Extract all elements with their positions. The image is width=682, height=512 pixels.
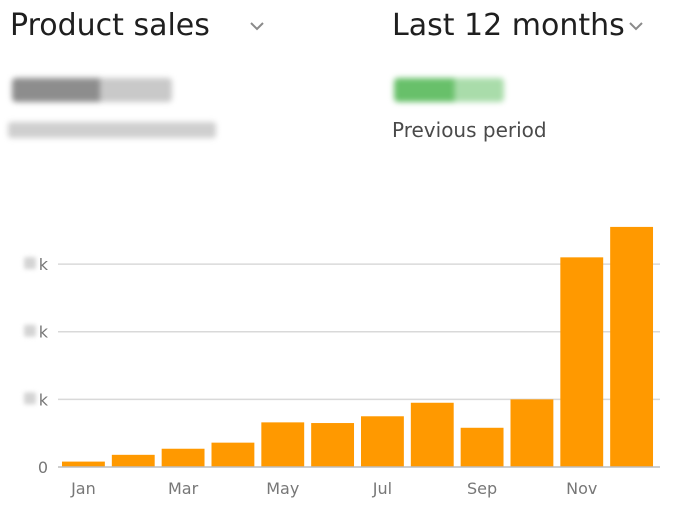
chevron-down-icon[interactable] — [625, 15, 647, 37]
change-value-redacted — [394, 78, 504, 102]
bar-sep — [460, 427, 504, 467]
previous-period-label: Previous period — [392, 118, 547, 142]
chart-header: Product sales Last 12 months — [0, 0, 682, 60]
x-tick-label: May — [266, 479, 299, 498]
bar-jul — [361, 416, 404, 467]
bar-jan — [62, 461, 105, 467]
period-title: Last 12 months — [392, 8, 625, 43]
x-tick-label: Nov — [566, 479, 597, 498]
y-tick-redacted — [24, 257, 36, 270]
chevron-down-icon[interactable] — [246, 15, 268, 37]
y-tick-suffix: k — [39, 323, 49, 342]
x-tick-label: Jul — [372, 479, 392, 498]
chart-canvas: 0 k k k Jan Mar May Jul Sep Nov — [24, 226, 660, 498]
y-tick-redacted — [24, 324, 36, 337]
x-tick-label: Mar — [168, 479, 199, 498]
sales-bar-chart: 0 k k k Jan Mar May Jul Sep Nov — [0, 180, 682, 512]
bar-mar — [161, 448, 205, 467]
x-tick-label: Jan — [70, 479, 96, 498]
bar-nov — [560, 257, 604, 467]
bar-feb — [111, 454, 155, 467]
total-sales-redacted — [12, 78, 172, 102]
x-tick-label: Sep — [467, 479, 497, 498]
y-tick-label: 0 — [38, 458, 48, 477]
bar-oct — [510, 399, 554, 467]
y-tick-redacted — [24, 392, 36, 405]
y-tick-suffix: k — [39, 255, 49, 274]
y-tick-suffix: k — [39, 390, 49, 409]
bar-jun — [311, 423, 355, 467]
bar-apr — [211, 442, 255, 467]
date-range-redacted — [8, 122, 216, 138]
bar-aug — [410, 402, 454, 467]
metric-selector[interactable]: Product sales — [10, 8, 268, 43]
metric-title: Product sales — [10, 8, 210, 43]
period-selector[interactable]: Last 12 months — [392, 8, 647, 43]
bar-dec — [610, 226, 654, 467]
bar-may — [261, 422, 305, 467]
